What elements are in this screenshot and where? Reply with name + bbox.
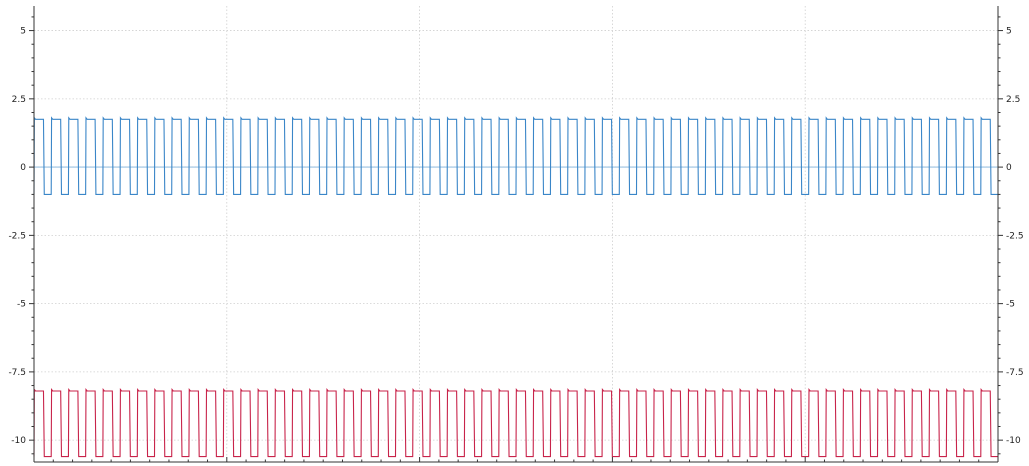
left-y-tick-label: 5 [20, 27, 26, 37]
left-y-tick-label: -2.5 [8, 231, 26, 241]
series-2-line [33, 387, 998, 458]
right-y-tick-label: 2.5 [1006, 95, 1020, 105]
right-y-tick-label: 5 [1006, 27, 1012, 37]
left-y-tick-label: 2.5 [12, 95, 26, 105]
right-y-tick-label: 0 [1006, 163, 1012, 173]
grid [34, 6, 998, 462]
left-y-tick-label: -5 [17, 300, 26, 310]
axes: 5 5 2.5 2.5 0 0 -2.5 -2.5 -5 -5 -7.5 -7.5 -10 -10 [8, 6, 1024, 463]
left-y-tick-label: -7.5 [8, 368, 26, 378]
right-y-tick-label: -2.5 [1006, 231, 1024, 241]
left-y-tick-label: 0 [20, 163, 26, 173]
right-y-tick-label: -10 [1006, 436, 1021, 446]
right-y-tick-label: -5 [1006, 300, 1015, 310]
series-layer [33, 116, 998, 458]
left-y-tick-label: -10 [11, 436, 26, 446]
right-y-tick-label: -7.5 [1006, 368, 1024, 378]
series-1-line [33, 116, 998, 195]
